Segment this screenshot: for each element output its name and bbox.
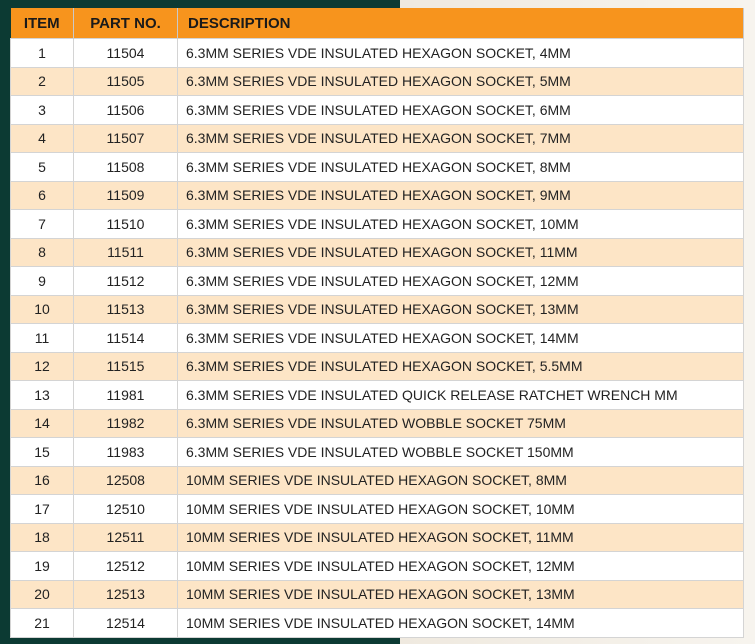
description-cell: 6.3MM SERIES VDE INSULATED HEXAGON SOCKE…: [177, 237, 744, 267]
table-body: 1 11504 6.3MM SERIES VDE INSULATED HEXAGON…: [10, 38, 744, 638]
item-cell: 20: [10, 579, 74, 609]
item-cell: 8: [10, 237, 74, 267]
item-cell: 5: [10, 152, 74, 182]
description-cell: 10MM SERIES VDE INSULATED HEXAGON SOCKET…: [177, 465, 744, 495]
item-cell: 16: [10, 465, 74, 495]
description-cell: 6.3MM SERIES VDE INSULATED HEXAGON SOCKE…: [177, 66, 744, 96]
table-row: 16 12508 10MM SERIES VDE INSULATED HEXAGON…: [10, 465, 744, 495]
item-cell: 10: [10, 294, 74, 324]
part-cell: 11983: [73, 437, 178, 467]
part-cell: 11507: [73, 123, 178, 153]
table-row: 13 11981 6.3MM SERIES VDE INSULATED QUICK …: [10, 380, 744, 410]
item-cell: 19: [10, 551, 74, 581]
table-row: 15 11983 6.3MM SERIES VDE INSULATED WOBBLE…: [10, 437, 744, 467]
item-cell: 18: [10, 522, 74, 552]
part-cell: 11508: [73, 152, 178, 182]
description-cell: 6.3MM SERIES VDE INSULATED HEXAGON SOCKE…: [177, 351, 744, 381]
part-cell: 11504: [73, 38, 178, 68]
part-cell: 11515: [73, 351, 178, 381]
description-cell: 6.3MM SERIES VDE INSULATED HEXAGON SOCKE…: [177, 38, 744, 68]
table-row: 18 12511 10MM SERIES VDE INSULATED HEXAGON…: [10, 522, 744, 552]
part-cell: 11981: [73, 380, 178, 410]
part-cell: 11510: [73, 209, 178, 239]
table-row: 10 11513 6.3MM SERIES VDE INSULATED HEXAGO…: [10, 294, 744, 324]
table-row: 14 11982 6.3MM SERIES VDE INSULATED WOBBLE…: [10, 408, 744, 438]
parts-table: ITEM PART NO. DESCRIPTION 1 11504 6.3MM SE…: [10, 8, 744, 638]
table-row: 17 12510 10MM SERIES VDE INSULATED HEXAGON…: [10, 494, 744, 524]
item-cell: 21: [10, 608, 74, 638]
table-row: 4 11507 6.3MM SERIES VDE INSULATED HEXAGON…: [10, 123, 744, 153]
table-row: 9 11512 6.3MM SERIES VDE INSULATED HEXAGON…: [10, 266, 744, 296]
table-row: 7 11510 6.3MM SERIES VDE INSULATED HEXAGON…: [10, 209, 744, 239]
item-cell: 15: [10, 437, 74, 467]
table-row: 11 11514 6.3MM SERIES VDE INSULATED HEXAGO…: [10, 323, 744, 353]
part-cell: 11514: [73, 323, 178, 353]
header-cell: PART NO.: [73, 8, 178, 39]
description-cell: 10MM SERIES VDE INSULATED HEXAGON SOCKET…: [177, 522, 744, 552]
header-cell: ITEM: [10, 8, 74, 39]
part-cell: 12510: [73, 494, 178, 524]
table-row: 21 12514 10MM SERIES VDE INSULATED HEXAGON…: [10, 608, 744, 638]
item-cell: 12: [10, 351, 74, 381]
description-cell: 6.3MM SERIES VDE INSULATED HEXAGON SOCKE…: [177, 209, 744, 239]
table-row: 19 12512 10MM SERIES VDE INSULATED HEXAGON…: [10, 551, 744, 581]
description-cell: 10MM SERIES VDE INSULATED HEXAGON SOCKET…: [177, 608, 744, 638]
part-cell: 11982: [73, 408, 178, 438]
description-cell: 6.3MM SERIES VDE INSULATED HEXAGON SOCKE…: [177, 266, 744, 296]
table-row: 2 11505 6.3MM SERIES VDE INSULATED HEXAGON…: [10, 66, 744, 96]
table-row: 5 11508 6.3MM SERIES VDE INSULATED HEXAGON…: [10, 152, 744, 182]
item-cell: 1: [10, 38, 74, 68]
item-cell: 2: [10, 66, 74, 96]
item-cell: 17: [10, 494, 74, 524]
table-row: 12 11515 6.3MM SERIES VDE INSULATED HEXAGO…: [10, 351, 744, 381]
description-cell: 6.3MM SERIES VDE INSULATED HEXAGON SOCKE…: [177, 323, 744, 353]
description-cell: 10MM SERIES VDE INSULATED HEXAGON SOCKET…: [177, 494, 744, 524]
description-cell: 6.3MM SERIES VDE INSULATED HEXAGON SOCKE…: [177, 294, 744, 324]
part-cell: 12511: [73, 522, 178, 552]
part-cell: 11506: [73, 95, 178, 125]
part-cell: 11513: [73, 294, 178, 324]
item-cell: 4: [10, 123, 74, 153]
part-cell: 11511: [73, 237, 178, 267]
part-cell: 11512: [73, 266, 178, 296]
header-cell: DESCRIPTION: [177, 8, 744, 39]
item-cell: 14: [10, 408, 74, 438]
description-cell: 6.3MM SERIES VDE INSULATED QUICK RELEASE…: [177, 380, 744, 410]
item-cell: 11: [10, 323, 74, 353]
table-row: 6 11509 6.3MM SERIES VDE INSULATED HEXAGON…: [10, 180, 744, 210]
item-cell: 7: [10, 209, 74, 239]
table-row: 1 11504 6.3MM SERIES VDE INSULATED HEXAGON…: [10, 38, 744, 68]
part-cell: 12508: [73, 465, 178, 495]
description-cell: 6.3MM SERIES VDE INSULATED HEXAGON SOCKE…: [177, 123, 744, 153]
table-row: 3 11506 6.3MM SERIES VDE INSULATED HEXAGON…: [10, 95, 744, 125]
header-row: ITEM PART NO. DESCRIPTION: [10, 8, 744, 39]
table-row: 20 12513 10MM SERIES VDE INSULATED HEXAGON…: [10, 579, 744, 609]
description-cell: 10MM SERIES VDE INSULATED HEXAGON SOCKET…: [177, 579, 744, 609]
description-cell: 6.3MM SERIES VDE INSULATED HEXAGON SOCKE…: [177, 152, 744, 182]
description-cell: 6.3MM SERIES VDE INSULATED HEXAGON SOCKE…: [177, 95, 744, 125]
part-cell: 12512: [73, 551, 178, 581]
description-cell: 10MM SERIES VDE INSULATED HEXAGON SOCKET…: [177, 551, 744, 581]
description-cell: 6.3MM SERIES VDE INSULATED WOBBLE SOCKET…: [177, 408, 744, 438]
item-cell: 9: [10, 266, 74, 296]
part-cell: 12513: [73, 579, 178, 609]
part-cell: 11509: [73, 180, 178, 210]
item-cell: 3: [10, 95, 74, 125]
description-cell: 6.3MM SERIES VDE INSULATED WOBBLE SOCKET…: [177, 437, 744, 467]
item-cell: 13: [10, 380, 74, 410]
item-cell: 6: [10, 180, 74, 210]
part-cell: 11505: [73, 66, 178, 96]
table-row: 8 11511 6.3MM SERIES VDE INSULATED HEXAGON…: [10, 237, 744, 267]
part-cell: 12514: [73, 608, 178, 638]
description-cell: 6.3MM SERIES VDE INSULATED HEXAGON SOCKE…: [177, 180, 744, 210]
